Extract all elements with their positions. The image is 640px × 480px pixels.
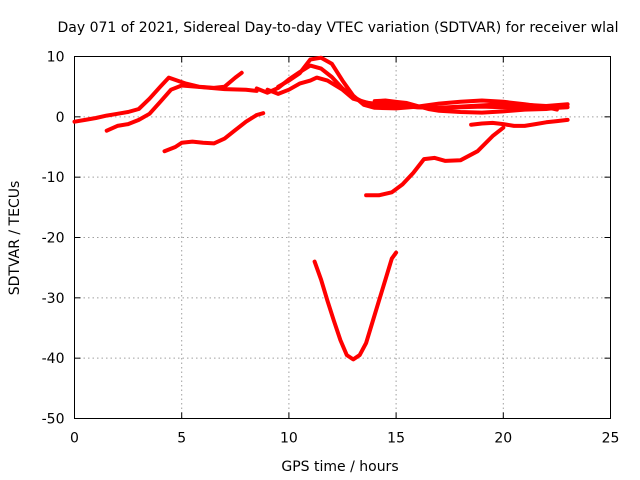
series-arc-6	[276, 55, 559, 112]
x-tick-label: 0	[70, 431, 79, 447]
x-tick-label: 15	[387, 431, 405, 447]
series-arc-8	[469, 117, 570, 128]
series-arc-5	[265, 75, 570, 111]
y-tick-label: 0	[56, 110, 65, 126]
series-arc-7	[372, 98, 559, 115]
x-tick-label: 25	[602, 431, 620, 447]
series-arc-1	[72, 70, 244, 124]
x-tick-label: 10	[280, 431, 298, 447]
series-arc-10	[312, 250, 399, 362]
series-group	[72, 55, 570, 362]
x-axis-title: GPS time / hours	[281, 459, 398, 475]
series-arc-3	[162, 111, 266, 154]
series-arc-4	[254, 63, 570, 110]
series-arc-2	[104, 83, 259, 133]
y-tick-label: -10	[42, 170, 65, 186]
x-tick-label: 20	[494, 431, 512, 447]
y-tick-label: -50	[42, 412, 65, 428]
y-tick-label: -30	[42, 291, 65, 307]
x-tick-labels: 0 5 10 15 20 25	[70, 431, 619, 447]
y-tick-labels: -50 -40 -30 -20 -10 0 10	[42, 50, 65, 428]
y-tick-label: 10	[47, 50, 65, 66]
grid	[74, 56, 611, 419]
y-tick-label: -40	[42, 351, 65, 367]
axis-ticks	[74, 56, 611, 419]
x-tick-label: 5	[177, 431, 186, 447]
chart-title: Day 071 of 2021, Sidereal Day-to-day VTE…	[57, 20, 618, 36]
y-tick-label: -20	[42, 231, 65, 247]
series-arc-9	[364, 125, 506, 198]
y-axis-title: SDTVAR / TECUs	[7, 181, 23, 296]
